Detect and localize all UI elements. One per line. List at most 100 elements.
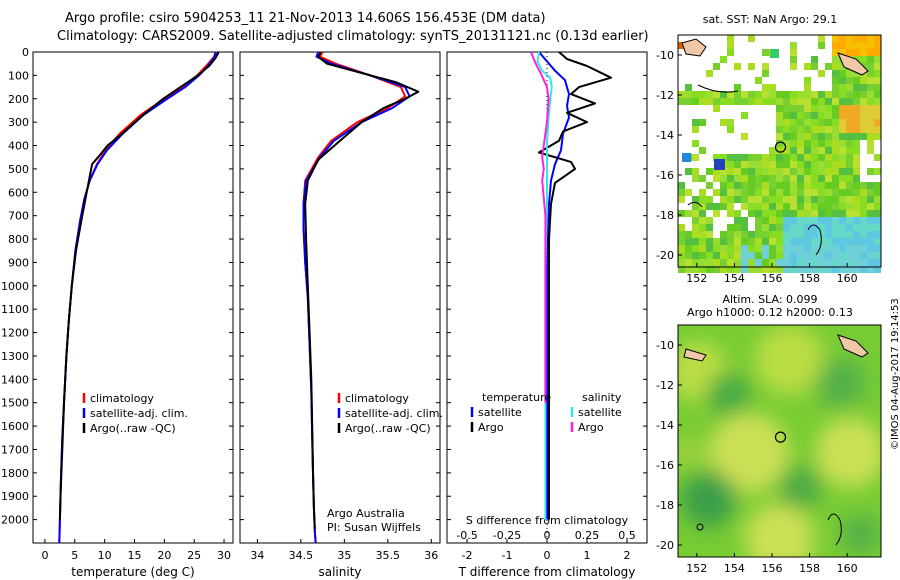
sst-cell (783, 119, 790, 126)
sst-cell (783, 196, 790, 203)
sst-cell (860, 42, 867, 49)
sst-cell (783, 238, 790, 245)
sst-cell (762, 210, 769, 217)
temperature-argo-line (58, 51, 220, 520)
sst-cell (860, 210, 867, 217)
sst-cell (727, 245, 734, 252)
sst-lon-label: 152 (686, 272, 707, 285)
sst-cell (699, 203, 706, 210)
sst-cell (755, 245, 762, 252)
sst-cell (832, 105, 839, 112)
sst-cell (874, 245, 881, 252)
sst-cell (846, 126, 853, 133)
sst-cell (727, 49, 734, 56)
title-line-1: Argo profile: csiro 5904253_11 21-Nov-20… (65, 11, 546, 26)
sst-cell (839, 266, 846, 273)
sst-cell (804, 231, 811, 238)
sst-cell (790, 140, 797, 147)
sla-field (678, 325, 881, 557)
depth-tick-label: 400 (8, 140, 29, 153)
sst-cell (783, 154, 790, 161)
sst-cell (867, 140, 874, 147)
sst-cell (790, 105, 797, 112)
sst-cell (825, 175, 832, 182)
sst-cell (769, 210, 776, 217)
sst-cell (692, 91, 699, 98)
sst-cell (797, 266, 804, 273)
sst-cell (762, 175, 769, 182)
temperature-frame (32, 51, 234, 544)
sst-cell (692, 168, 699, 175)
sst-cell (776, 175, 783, 182)
sst-cell (783, 259, 790, 266)
sst-cell (797, 210, 804, 217)
difference-s-tick-label: -0.25 (493, 529, 521, 542)
sst-cell (811, 217, 818, 224)
difference-s-tick-label: 0.25 (575, 529, 600, 542)
sst-cell (692, 224, 699, 231)
sst-cell (811, 238, 818, 245)
sst-cell (699, 210, 706, 217)
sst-cell (839, 140, 846, 147)
sst-cell (762, 98, 769, 105)
depth-tick-label: 800 (8, 233, 29, 246)
sst-cell (748, 252, 755, 259)
sst-cell (811, 154, 818, 161)
sla-lat-label: -10 (656, 339, 674, 352)
sst-cell (797, 112, 804, 119)
sst-cell (706, 266, 713, 273)
sst-cell (776, 231, 783, 238)
credit-line-2: PI: Susan Wijffels (327, 521, 421, 534)
sst-cell (727, 126, 734, 133)
sst-cell (727, 238, 734, 245)
sst-cell (804, 210, 811, 217)
sst-cell (860, 112, 867, 119)
sst-cell (692, 154, 699, 161)
sst-cell (867, 105, 874, 112)
sst-cell (797, 140, 804, 147)
sst-cell (727, 189, 734, 196)
float-location-marker (774, 141, 787, 153)
sst-cell (839, 203, 846, 210)
sst-cell (797, 259, 804, 266)
sst-cell (770, 49, 779, 58)
sst-cell (734, 231, 741, 238)
sst-cell (776, 196, 783, 203)
sst-cell (804, 252, 811, 259)
sst-cell (846, 70, 853, 77)
sla-lat-label: -18 (656, 499, 674, 512)
sst-cell (790, 245, 797, 252)
sst-cell (818, 175, 825, 182)
sst-cell (741, 245, 748, 252)
sst-cell (839, 147, 846, 154)
sst-cell (692, 203, 699, 210)
sst-cell (783, 210, 790, 217)
sst-cell (734, 84, 741, 91)
sst-cell (860, 252, 867, 259)
imos-timestamp: ©IMOS 04-Aug-2017 19:14:53 (890, 298, 900, 450)
sst-cell (685, 84, 692, 91)
sst-cell (797, 154, 804, 161)
sst-cell (818, 217, 825, 224)
sst-cell (706, 252, 713, 259)
sst-cell (734, 252, 741, 259)
legend-label: climatology (90, 392, 154, 405)
diff-temperature-satellite-line (538, 51, 570, 520)
sst-cell (769, 224, 776, 231)
sst-cell (748, 259, 755, 266)
sst-cell (741, 133, 748, 140)
sst-cell (727, 252, 734, 259)
sst-cell (804, 98, 811, 105)
sst-cell (797, 245, 804, 252)
sst-cell (832, 56, 839, 63)
sst-cell (769, 196, 776, 203)
sst-cell (867, 133, 874, 140)
sst-cell (748, 189, 755, 196)
sst-cell (846, 112, 853, 119)
sst-cell (853, 91, 860, 98)
sst-cell (860, 266, 867, 273)
sst-cell (741, 154, 748, 161)
sst-cell (846, 175, 853, 182)
sst-cell (804, 112, 811, 119)
sla-lat-label: -16 (656, 459, 674, 472)
